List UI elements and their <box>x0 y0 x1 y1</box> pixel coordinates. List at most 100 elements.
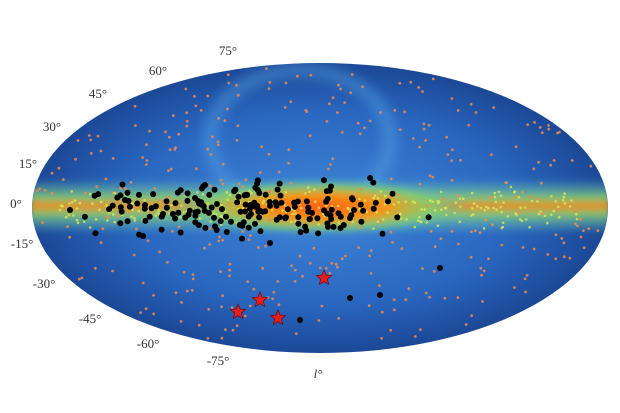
source-dot <box>480 273 483 277</box>
source-dot <box>489 195 493 199</box>
black-source <box>242 191 249 198</box>
source-dot <box>228 274 231 278</box>
black-source <box>335 210 342 217</box>
source-dot <box>76 139 80 142</box>
plane-dot <box>381 218 385 221</box>
black-source <box>254 177 261 184</box>
plane-dot <box>550 194 553 198</box>
source-dot <box>66 225 69 229</box>
source-dot <box>184 87 188 91</box>
source-dot <box>331 96 335 100</box>
black-source <box>175 209 182 216</box>
black-source <box>252 220 258 227</box>
source-dot <box>294 332 298 336</box>
black-source <box>385 198 391 205</box>
source-dot <box>166 196 170 200</box>
source-dot <box>235 138 239 142</box>
source-dot <box>231 328 235 332</box>
source-dot <box>331 157 335 161</box>
black-source <box>273 202 280 209</box>
source-dot <box>252 287 256 291</box>
source-dot <box>161 200 164 204</box>
source-dot <box>246 280 250 283</box>
black-source <box>297 317 303 323</box>
source-dot <box>439 237 443 241</box>
source-dot <box>135 227 138 231</box>
source-dot <box>418 182 422 186</box>
black-source <box>276 214 283 221</box>
source-dot <box>133 104 137 108</box>
source-dot <box>129 181 133 184</box>
source-dot <box>179 320 183 323</box>
black-source <box>274 186 281 193</box>
source-dot <box>336 111 339 114</box>
source-dot <box>428 295 431 299</box>
black-source <box>320 177 327 184</box>
black-source <box>223 229 230 235</box>
latitude-label: -60° <box>137 336 160 351</box>
plane-dot <box>300 206 303 210</box>
source-dot <box>171 114 175 118</box>
plane-dot <box>291 212 295 216</box>
source-dot <box>35 189 39 193</box>
source-dot <box>378 284 381 287</box>
plane-dot <box>501 221 505 225</box>
source-dot <box>443 296 447 300</box>
black-source <box>347 295 353 301</box>
source-dot <box>74 157 77 161</box>
black-source <box>328 206 335 213</box>
black-source <box>256 214 263 221</box>
source-dot <box>221 294 225 298</box>
black-source <box>208 204 215 211</box>
source-dot <box>167 169 170 173</box>
source-dot <box>141 281 145 285</box>
red-star <box>269 309 287 326</box>
source-dot <box>456 109 460 112</box>
plane-dot <box>539 210 542 213</box>
source-dot <box>537 160 540 164</box>
plane-dot <box>561 198 565 202</box>
plane-dot <box>550 213 553 217</box>
source-dot <box>185 111 189 115</box>
source-dot <box>431 175 435 179</box>
black-source <box>295 220 302 227</box>
plane-dot <box>509 185 513 189</box>
source-dot <box>467 123 471 127</box>
plane-dot <box>248 189 251 193</box>
source-dot <box>344 254 347 258</box>
plane-dot <box>154 214 158 217</box>
source-dot <box>524 290 527 294</box>
black-source <box>321 207 327 214</box>
black-source <box>357 201 364 208</box>
plane-dot <box>413 201 417 205</box>
source-dot <box>505 181 508 185</box>
black-source <box>330 223 337 230</box>
source-dot <box>357 225 361 229</box>
source-dot <box>393 109 397 112</box>
black-source <box>278 199 285 206</box>
black-source <box>231 188 238 195</box>
source-dot <box>562 255 566 259</box>
source-dot <box>81 200 84 204</box>
source-dot <box>269 190 273 193</box>
source-dot <box>343 101 346 104</box>
source-dot <box>220 336 224 340</box>
source-dot <box>424 291 428 295</box>
plane-dot <box>487 207 490 210</box>
source-dot <box>277 170 281 174</box>
source-dot <box>221 162 225 166</box>
black-source <box>242 201 249 208</box>
source-dot <box>276 280 280 283</box>
source-dot <box>261 266 264 270</box>
source-dot <box>578 217 582 221</box>
plane-dot <box>73 199 77 202</box>
source-dot <box>241 230 245 233</box>
plane-dot <box>170 203 173 207</box>
plane-dot <box>458 220 462 224</box>
source-dot <box>267 87 271 91</box>
plane-dot <box>420 208 423 211</box>
source-dot <box>267 218 271 222</box>
source-dot <box>489 153 493 157</box>
source-dot <box>265 67 268 70</box>
source-dot <box>469 102 473 106</box>
